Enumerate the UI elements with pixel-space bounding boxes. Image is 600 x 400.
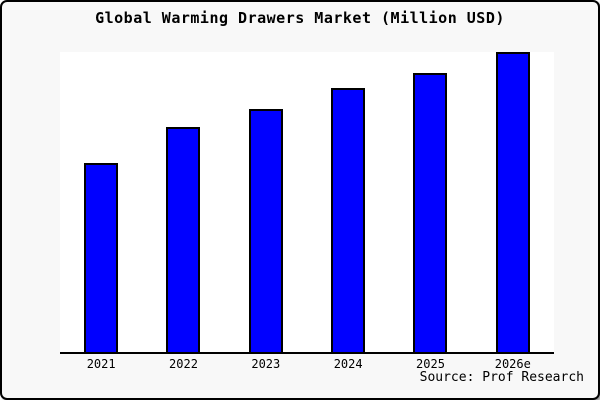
chart-title: Global Warming Drawers Market (Million U… xyxy=(95,9,505,27)
bar-slot xyxy=(142,52,224,352)
x-tick-label-2021: 2021 xyxy=(86,357,116,371)
x-tick-label-2023: 2023 xyxy=(251,357,281,371)
bar-2026e xyxy=(495,52,530,352)
bar-slot xyxy=(389,52,471,352)
source-note: Source: Prof Research xyxy=(419,370,584,385)
bar-2024 xyxy=(331,88,366,352)
bar-2022 xyxy=(166,127,201,352)
bar-2021 xyxy=(84,163,119,352)
x-tick-label-2026e: 2026e xyxy=(494,357,531,371)
bar-slot xyxy=(60,52,142,352)
plot-area xyxy=(60,52,554,354)
bar-2023 xyxy=(248,109,283,352)
bar-slot xyxy=(472,52,554,352)
x-tick-label-2022: 2022 xyxy=(169,357,198,371)
bars xyxy=(60,52,554,352)
x-tick-label-2024: 2024 xyxy=(333,357,363,371)
x-axis-labels: 2021 2022 2023 2024 2025 2026e xyxy=(60,357,554,371)
x-tick-label-2025: 2025 xyxy=(416,357,445,371)
bar-slot xyxy=(307,52,389,352)
bar-slot xyxy=(225,52,307,352)
bar-2025 xyxy=(413,73,448,352)
